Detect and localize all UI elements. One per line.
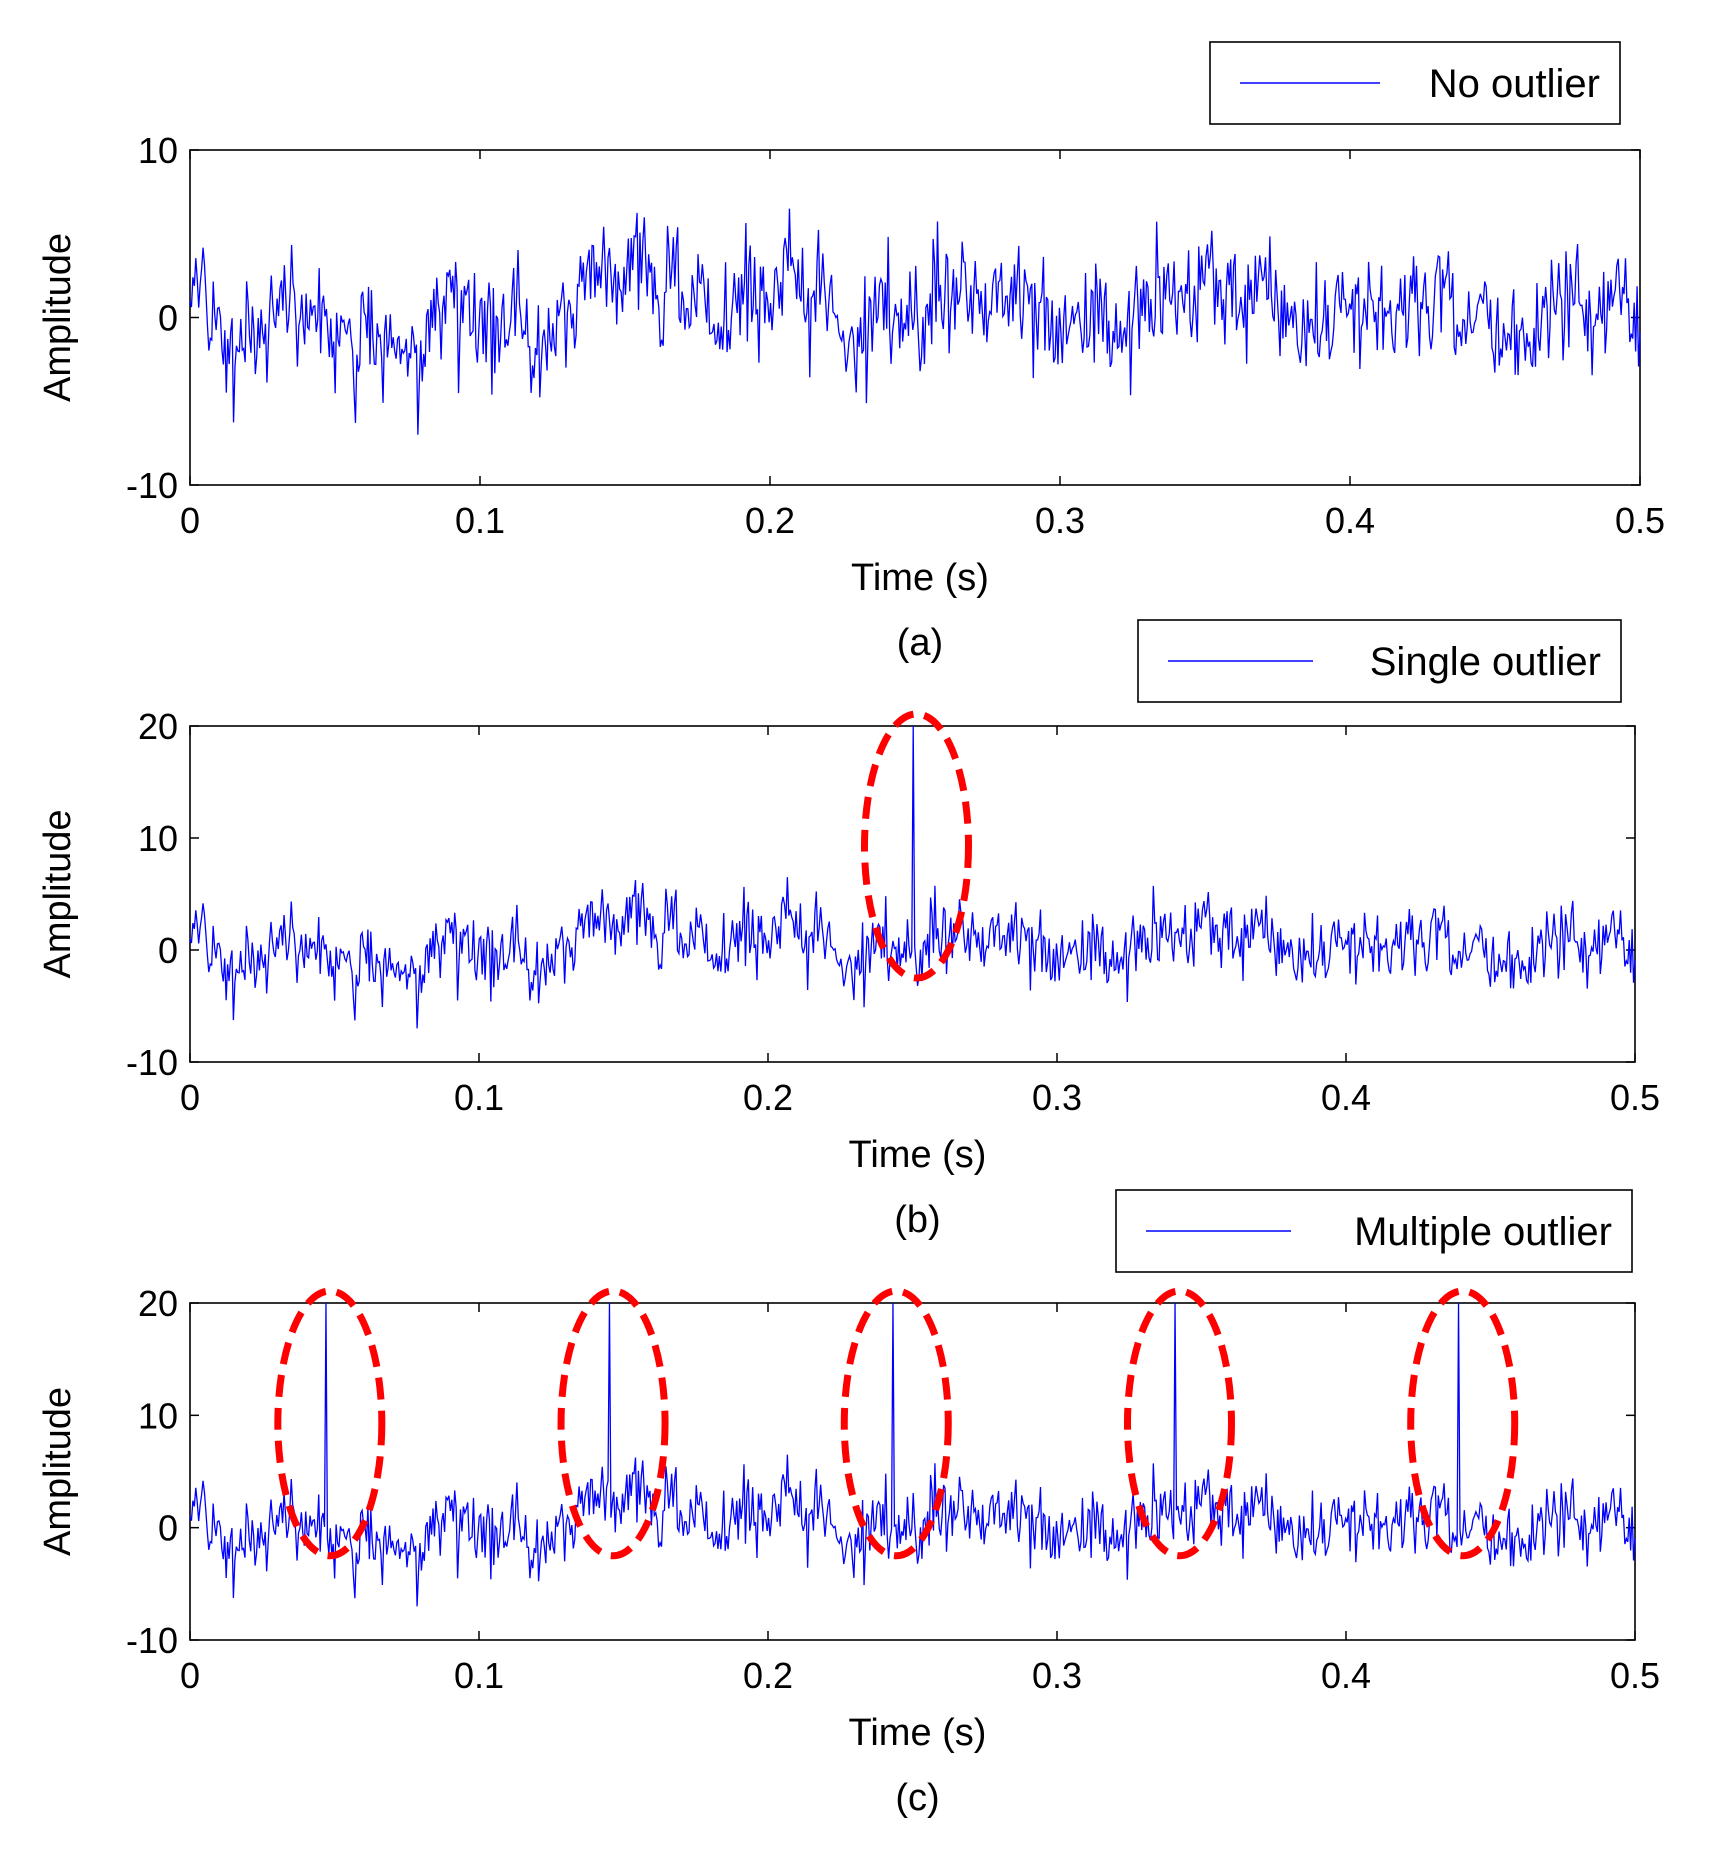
y-axis-label: Amplitude [37, 233, 79, 402]
x-tick-label: 0.4 [1321, 1655, 1371, 1696]
x-tick-label: 0.3 [1032, 1077, 1082, 1118]
x-tick-label: 0.2 [745, 500, 795, 541]
outlier-highlight-ellipse [274, 1287, 386, 1560]
y-axis-label: Amplitude [37, 1387, 79, 1556]
legend-label: Multiple outlier [1354, 1210, 1612, 1254]
x-tick-label: 0.5 [1610, 1077, 1660, 1118]
x-tick-label: 0.1 [454, 1655, 504, 1696]
y-axis-label: Amplitude [37, 810, 79, 979]
legend: No outlier [1209, 41, 1621, 125]
y-tick-label: 10 [138, 130, 178, 171]
outlier-highlight-ellipse [1123, 1287, 1235, 1560]
y-tick-label: 10 [138, 1395, 178, 1436]
x-tick-label: 0.3 [1035, 500, 1085, 541]
legend: Multiple outlier [1115, 1189, 1633, 1273]
y-tick-label: 20 [138, 1283, 178, 1324]
y-tick-label: 0 [158, 930, 178, 971]
x-tick-label: 0 [180, 500, 200, 541]
outlier-highlight-ellipse [861, 710, 972, 982]
x-axis-label: Time (s) [849, 1712, 987, 1754]
x-tick-label: 0.1 [455, 500, 505, 541]
x-tick-label: 0 [180, 1655, 200, 1696]
outlier-highlight-ellipse [840, 1287, 952, 1560]
x-tick-label: 0.2 [743, 1077, 793, 1118]
x-tick-label: 0.4 [1321, 1077, 1371, 1118]
series-line [189, 1302, 1636, 1607]
y-tick-label: -10 [126, 465, 178, 506]
legend-label: Single outlier [1370, 640, 1601, 684]
x-axis-label: Time (s) [851, 557, 989, 599]
x-tick-label: 0.4 [1325, 500, 1375, 541]
outlier-highlight-ellipse [1407, 1287, 1519, 1560]
x-tick-label: 0.3 [1032, 1655, 1082, 1696]
y-tick-label: 20 [138, 706, 178, 747]
y-tick-label: -10 [126, 1620, 178, 1661]
x-axis-label: Time (s) [849, 1134, 987, 1176]
series-line [189, 725, 1636, 1029]
x-tick-label: 0.5 [1610, 1655, 1660, 1696]
y-tick-label: 0 [158, 298, 178, 339]
x-tick-label: 0.5 [1615, 500, 1665, 541]
outlier-highlight-ellipse [557, 1287, 669, 1560]
y-tick-label: -10 [126, 1042, 178, 1083]
series-line [189, 208, 1641, 435]
legend: Single outlier [1137, 619, 1622, 703]
x-tick-label: 0 [180, 1077, 200, 1118]
y-tick-label: 10 [138, 818, 178, 859]
x-tick-label: 0.1 [454, 1077, 504, 1118]
axes-box [189, 149, 1641, 486]
panel-caption: (a) [897, 622, 943, 664]
panel-caption: (b) [894, 1199, 940, 1241]
legend-label: No outlier [1429, 62, 1600, 106]
panel-caption: (c) [895, 1777, 939, 1819]
y-tick-label: 0 [158, 1508, 178, 1549]
axes-box [189, 1302, 1636, 1641]
x-tick-label: 0.2 [743, 1655, 793, 1696]
